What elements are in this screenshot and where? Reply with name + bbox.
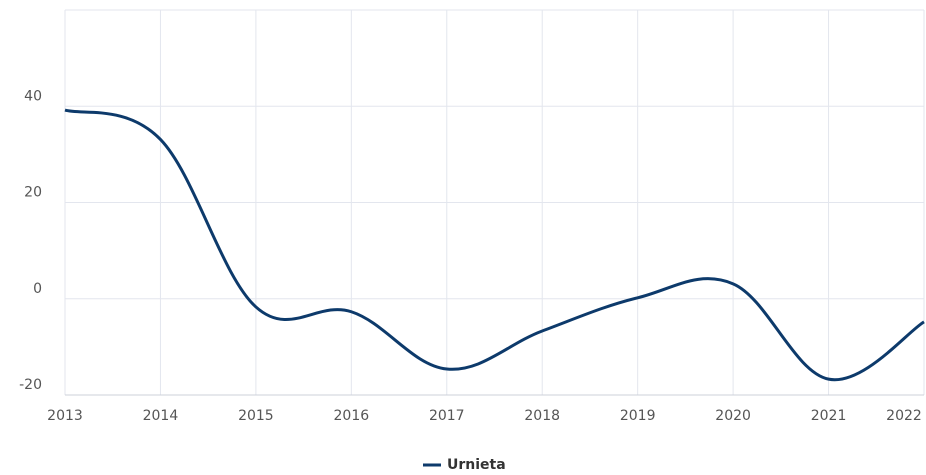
- x-tick-label: 2021: [811, 408, 847, 424]
- x-tick-label: 2022: [886, 408, 922, 424]
- x-tick-label: 2019: [620, 408, 656, 424]
- line-series: [64, 108, 925, 382]
- x-tick-label: 2016: [334, 408, 370, 424]
- y-tick-label: 40: [24, 88, 42, 104]
- y-tick-label: -20: [19, 377, 42, 393]
- x-tick-label: 2020: [715, 408, 751, 424]
- y-tick-label: 20: [24, 185, 42, 201]
- x-tick-label: 2018: [524, 408, 560, 424]
- x-tick-label: 2015: [238, 408, 274, 424]
- x-tick-label: 2017: [429, 408, 465, 424]
- y-tick-label: 0: [33, 281, 42, 297]
- x-tick-label: 2013: [47, 408, 83, 424]
- x-tick-label: 2014: [143, 408, 179, 424]
- legend-label: Urnieta: [447, 457, 506, 473]
